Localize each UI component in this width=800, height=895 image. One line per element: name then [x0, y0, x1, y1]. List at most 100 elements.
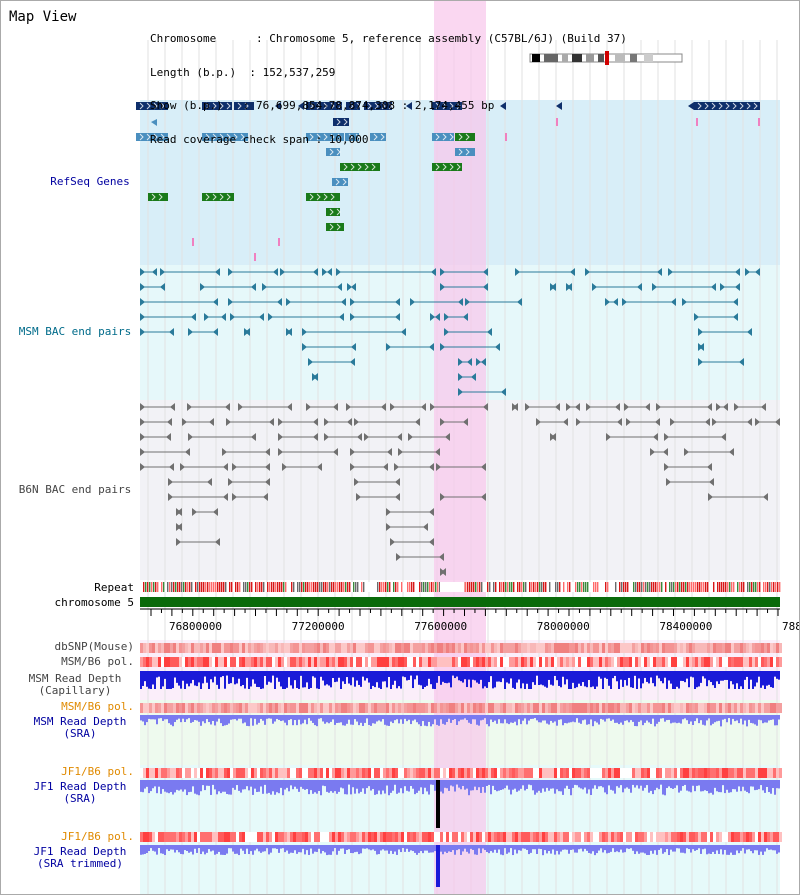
depth-bar	[704, 845, 706, 849]
bac-end-marker	[346, 403, 351, 411]
depth-bar	[248, 671, 250, 689]
heat-cell	[479, 643, 482, 653]
heat-cell	[341, 643, 344, 653]
depth-bar	[244, 671, 246, 689]
heat-cell	[155, 643, 158, 653]
heat-cell	[332, 832, 335, 842]
heat-cell	[713, 643, 716, 653]
heat-cell	[257, 768, 260, 778]
bac-end-marker	[185, 448, 190, 456]
repeat-mark	[545, 582, 547, 592]
heat-cell	[698, 657, 701, 667]
depth-bar	[548, 845, 550, 851]
heat-cell	[449, 657, 452, 667]
heat-cell	[233, 768, 236, 778]
track-label-b6n-bac[interactable]: B6N BAC end pairs	[18, 483, 132, 496]
depth-bar	[682, 671, 684, 682]
gene-feature	[333, 118, 349, 126]
bac-end-marker	[170, 403, 175, 411]
depth-bar	[290, 780, 292, 786]
gene-strand-arrow	[139, 102, 144, 110]
heat-cell	[770, 657, 773, 667]
axis-tick-label: 77200000	[292, 620, 345, 633]
depth-bar	[300, 780, 302, 787]
depth-bar	[768, 715, 770, 721]
depth-bar	[264, 780, 266, 785]
track-label-msm-bac[interactable]: MSM BAC end pairs	[18, 325, 132, 338]
depth-bar	[578, 845, 580, 850]
heat-cell	[365, 703, 368, 713]
gene-strand-arrow	[465, 148, 470, 156]
depth-bar	[332, 780, 334, 793]
heat-cell	[680, 768, 683, 778]
depth-bar	[246, 845, 248, 849]
heat-cell	[374, 657, 377, 667]
bac-end-marker	[563, 418, 568, 426]
bac-end-marker	[273, 268, 278, 276]
depth-bar	[176, 780, 178, 790]
heat-cell	[749, 703, 752, 713]
heat-cell	[497, 768, 500, 778]
depth-bar	[608, 845, 610, 853]
depth-bar	[440, 845, 442, 852]
track-label-chromosome: chromosome 5	[54, 596, 134, 609]
depth-bar	[448, 845, 450, 852]
repeat-mark	[665, 582, 667, 592]
depth-bar	[206, 671, 208, 683]
gene-strand-arrow	[381, 102, 386, 110]
repeat-mark	[747, 582, 749, 592]
heat-cell	[710, 703, 713, 713]
heat-cell	[284, 703, 287, 713]
heat-cell	[170, 657, 173, 667]
jf1-trim-line2: (SRA trimmed)	[36, 857, 124, 870]
bac-end-marker	[440, 418, 445, 426]
heat-cell	[707, 768, 710, 778]
heat-cell	[509, 657, 512, 667]
heat-cell	[737, 703, 740, 713]
heat-cell	[152, 832, 155, 842]
depth-bar	[280, 715, 282, 722]
depth-bar	[678, 780, 680, 793]
bac-end-marker	[354, 418, 359, 426]
depth-bar	[616, 715, 618, 723]
heat-cell	[419, 703, 422, 713]
depth-bar	[638, 671, 640, 679]
repeat-mark	[161, 582, 163, 592]
repeat-mark	[381, 582, 383, 592]
heat-cell	[653, 703, 656, 713]
depth-bar	[588, 780, 590, 790]
heat-cell	[653, 768, 656, 778]
depth-bar	[318, 671, 320, 689]
depth-bar	[342, 715, 344, 726]
depth-bar	[406, 715, 408, 722]
gene-strand-arrow	[323, 102, 328, 110]
heat-cell	[497, 832, 500, 842]
heat-cell	[470, 643, 473, 653]
heat-cell	[152, 768, 155, 778]
depth-bar	[718, 715, 720, 721]
heat-cell	[581, 832, 584, 842]
depth-bar	[320, 671, 322, 677]
depth-bar	[152, 715, 154, 720]
repeat-mark	[541, 582, 543, 592]
heat-cell	[254, 768, 257, 778]
depth-bar	[462, 780, 464, 786]
depth-bar	[540, 715, 542, 723]
heat-cell	[593, 703, 596, 713]
bac-end-marker	[698, 328, 703, 336]
heat-cell	[344, 657, 347, 667]
track-label-refseq[interactable]: RefSeq Genes	[50, 175, 130, 188]
heat-cell	[659, 643, 662, 653]
depth-bar	[166, 715, 168, 720]
repeat-mark	[521, 582, 523, 592]
depth-bar	[556, 671, 558, 681]
depth-bar	[588, 845, 590, 853]
heat-cell	[740, 703, 743, 713]
heat-cell	[701, 832, 704, 842]
depth-bar	[436, 715, 438, 725]
depth-bar	[294, 845, 296, 851]
depth-bar	[394, 780, 396, 785]
depth-bar	[182, 715, 184, 719]
heat-cell	[491, 657, 494, 667]
